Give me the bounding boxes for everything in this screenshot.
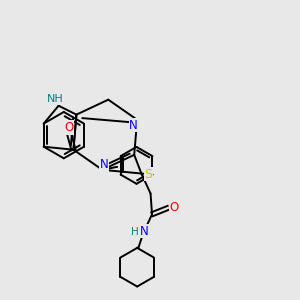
Text: N: N (129, 118, 138, 132)
Text: NH: NH (47, 94, 64, 104)
Text: N: N (140, 225, 149, 238)
Text: N: N (99, 158, 108, 171)
Text: O: O (64, 121, 74, 134)
Text: H: H (131, 227, 139, 237)
Text: O: O (170, 201, 179, 214)
Text: S: S (144, 168, 152, 181)
